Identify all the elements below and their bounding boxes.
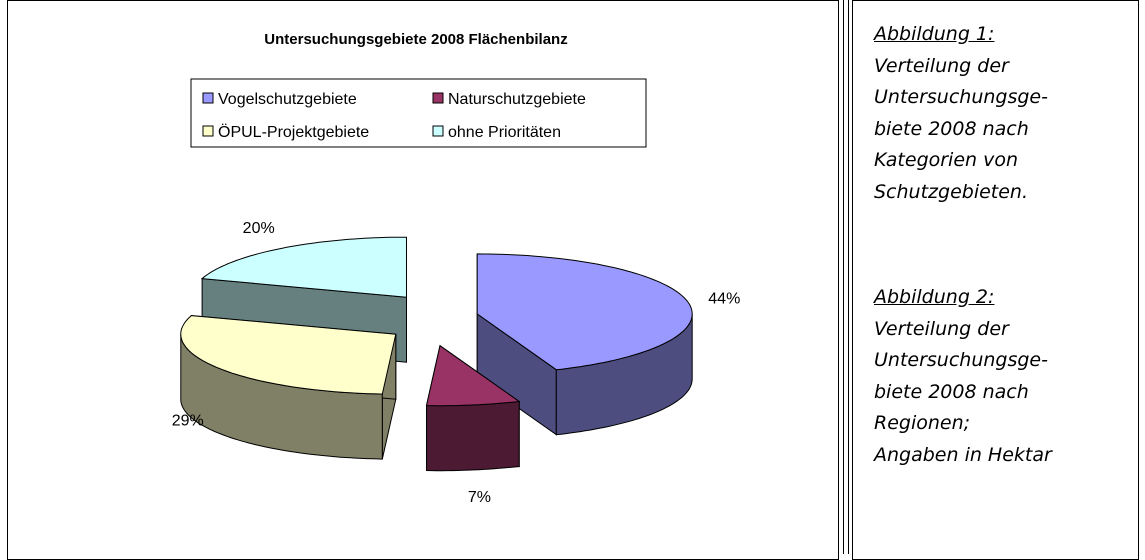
caption: Abbildung 1: Verteilung der Untersuchungsg… <box>874 19 1048 208</box>
legend-label: ÖPUL-Projektgebiete <box>218 123 369 141</box>
slice-wall <box>426 400 520 472</box>
separator <box>843 0 849 554</box>
slice <box>476 253 693 371</box>
chart-title: Untersuchungsgebiete 2008 Flächenbilanz <box>264 31 567 48</box>
legend-label: Vogelschutzgebiete <box>218 91 357 108</box>
data-label: 44% <box>708 291 740 308</box>
legend-swatch <box>432 92 444 104</box>
data-label: 29% <box>172 413 204 430</box>
caption-line: Angaben in Hektar <box>874 443 1052 466</box>
legend-box <box>190 78 647 148</box>
caption-line: Verteilung der <box>874 317 1009 340</box>
caption-line: Untersuchungsge- <box>874 349 1048 371</box>
data-label: 7% <box>468 489 491 506</box>
data-label: 20% <box>243 220 275 237</box>
caption-heading: Abbildung 1: <box>874 23 995 45</box>
caption-line: Untersuchungsge- <box>874 86 1048 108</box>
caption-line: Kategorien von <box>874 149 1019 171</box>
caption-line: Regionen; <box>874 412 971 434</box>
chart-frame: Untersuchungsgebiete 2008 Flächenbilanz … <box>7 0 839 560</box>
caption-line: Verteilung der <box>874 54 1009 77</box>
slice <box>180 315 397 395</box>
slice <box>200 236 407 298</box>
caption-line: Schutzgebieten. <box>874 180 1029 203</box>
caption-line: biete 2008 nach <box>874 380 1029 403</box>
caption-line: biete 2008 nach <box>874 117 1029 140</box>
caption-heading: Abbildung 2: <box>874 286 995 308</box>
slice <box>425 344 521 407</box>
legend-swatch <box>202 92 214 104</box>
caption: Abbildung 2: Verteilung der Untersuchungsg… <box>874 282 1052 471</box>
legend-swatch <box>202 125 214 137</box>
legend-label: ohne Prioritäten <box>448 124 561 141</box>
legend-label: Naturschutzgebiete <box>448 91 586 108</box>
legend-swatch <box>432 125 444 137</box>
chart: Untersuchungsgebiete 2008 Flächenbilanz … <box>172 31 741 506</box>
caption-frame: Abbildung 1: Verteilung der Untersuchungsg… <box>852 0 1139 560</box>
